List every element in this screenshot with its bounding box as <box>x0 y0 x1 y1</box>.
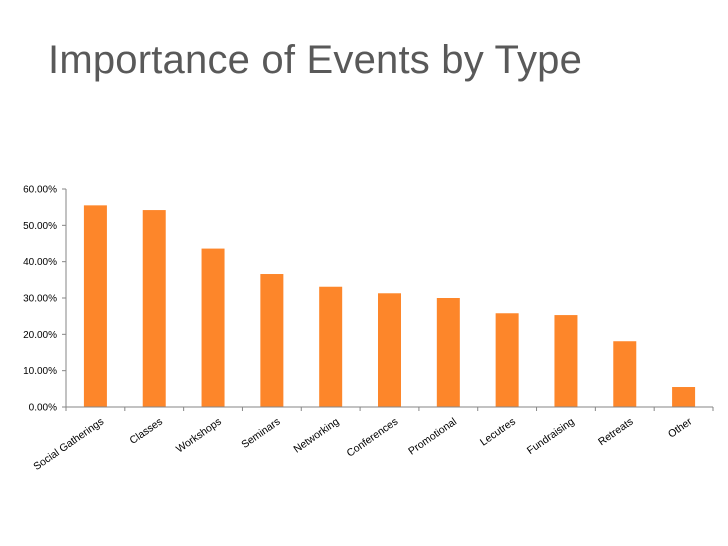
bar <box>436 298 460 407</box>
bar <box>613 341 637 407</box>
y-tick-label: 50.00% <box>23 221 57 232</box>
category-label: Classes <box>127 416 164 447</box>
category-label: Fundraising <box>525 416 577 457</box>
y-tick-label: 20.00% <box>23 330 57 341</box>
y-tick-label: 0.00% <box>29 403 57 414</box>
bar <box>672 387 696 407</box>
bar <box>83 205 107 407</box>
y-axis: 0.00% 10.00% 20.00% 30.00% 40.00% 50.00% 60.00… <box>23 185 67 414</box>
category-label: Workshops <box>174 416 224 456</box>
category-label: Seminars <box>239 416 282 451</box>
bar <box>260 274 284 407</box>
bar <box>142 210 166 407</box>
bar <box>554 315 578 407</box>
category-label: Networking <box>291 416 341 456</box>
category-label: Promotional <box>406 416 459 458</box>
x-axis: Social Gatherings Classes Workshops Seminar… <box>31 406 714 473</box>
category-label: Conferences <box>345 416 401 460</box>
bar <box>319 286 343 407</box>
slide-title: Importance of Events by Type <box>48 38 583 82</box>
y-tick-label: 30.00% <box>23 294 57 305</box>
category-label: Retreats <box>596 416 635 449</box>
category-label: Other <box>666 415 695 440</box>
bars <box>83 205 696 407</box>
y-tick-label: 40.00% <box>23 257 57 268</box>
bar <box>378 293 401 407</box>
category-label: Lecutres <box>478 416 518 449</box>
y-tick-label: 60.00% <box>23 185 57 196</box>
y-tick-label: 10.00% <box>23 366 57 377</box>
bar <box>495 313 519 407</box>
bar <box>201 248 225 407</box>
category-label: Social Gatherings <box>31 416 106 473</box>
